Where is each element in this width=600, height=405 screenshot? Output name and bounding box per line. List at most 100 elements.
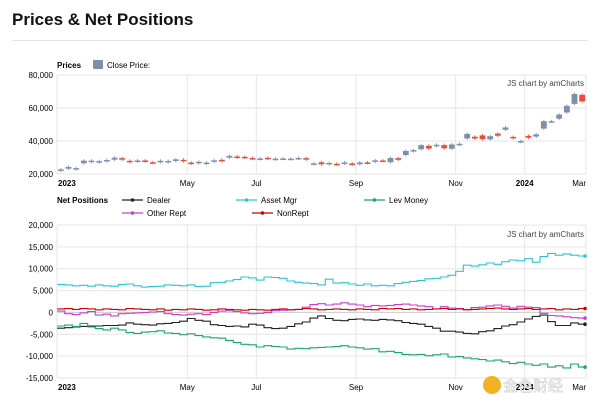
candle[interactable] [395, 158, 402, 160]
candle[interactable] [241, 156, 248, 159]
legend-item-dealer[interactable]: Dealer [122, 196, 171, 205]
candle[interactable] [510, 136, 517, 139]
series-line-asset-mgr[interactable] [57, 252, 586, 288]
legend-item-lev-money[interactable]: Lev Money [364, 196, 428, 205]
candle[interactable] [249, 157, 256, 160]
candle[interactable] [73, 168, 80, 170]
candle[interactable] [80, 160, 87, 164]
candle[interactable] [234, 156, 241, 159]
candle[interactable] [326, 162, 333, 165]
series-line-nonrept[interactable] [57, 307, 586, 311]
candle[interactable] [103, 159, 110, 162]
candle[interactable] [134, 160, 141, 162]
candle[interactable] [556, 114, 563, 119]
watermark: 金色财经 [483, 376, 563, 395]
candle[interactable] [349, 163, 356, 165]
candle[interactable] [525, 135, 532, 138]
candle[interactable] [65, 166, 72, 169]
series-end-point[interactable] [583, 365, 587, 369]
candle[interactable] [280, 158, 287, 160]
candle[interactable] [356, 162, 363, 165]
legend-item-nonrept[interactable]: NonRept [252, 209, 309, 218]
candle[interactable] [142, 160, 149, 162]
price-legend-title: Prices [57, 61, 82, 70]
candle[interactable] [456, 143, 463, 146]
candle[interactable] [533, 134, 540, 137]
candle[interactable] [433, 144, 440, 147]
series-line-other-rept[interactable] [57, 302, 586, 319]
legend-nonrept-label: NonRept [277, 209, 309, 218]
candle[interactable] [310, 163, 317, 165]
candle[interactable] [203, 162, 210, 165]
legend-item-other-rept[interactable]: Other Rept [122, 209, 187, 218]
series-end-point[interactable] [583, 254, 587, 258]
candle[interactable] [218, 159, 225, 162]
candle[interactable] [563, 105, 570, 113]
series-end-point[interactable] [583, 322, 587, 327]
candle[interactable] [579, 94, 586, 102]
candle[interactable] [425, 145, 432, 149]
candle[interactable] [341, 162, 348, 164]
candle[interactable] [126, 160, 133, 163]
price-legend-label[interactable]: Close Price: [107, 61, 150, 70]
candle[interactable] [464, 133, 471, 139]
candle[interactable] [318, 162, 325, 165]
series-line-lev-money[interactable] [57, 322, 586, 369]
candle[interactable] [502, 127, 509, 130]
candle[interactable] [387, 157, 394, 163]
net-y-tick-label: 5,000 [33, 287, 54, 296]
candle[interactable] [226, 155, 233, 158]
candle[interactable] [257, 158, 264, 160]
candle[interactable] [195, 161, 202, 164]
candle[interactable] [379, 160, 386, 162]
candle[interactable] [571, 93, 578, 104]
candle[interactable] [211, 160, 218, 162]
candle[interactable] [372, 160, 379, 162]
legend-item-asset-mgr[interactable]: Asset Mgr [236, 196, 297, 205]
net-x-tick-label: Mar [572, 383, 586, 392]
series-end-point[interactable] [583, 316, 587, 320]
candle[interactable] [272, 158, 279, 161]
candle[interactable] [188, 162, 195, 165]
candle[interactable] [88, 160, 95, 163]
candle[interactable] [149, 162, 156, 164]
candle[interactable] [418, 145, 425, 150]
price-y-tick-label: 40,000 [29, 137, 54, 146]
net-chart-credit[interactable]: JS chart by amCharts [507, 230, 584, 239]
legend-other-rept-marker [130, 211, 135, 215]
candle[interactable] [487, 136, 494, 140]
series-line-dealer[interactable] [57, 314, 586, 335]
candle[interactable] [494, 133, 501, 136]
legend-other-rept-label: Other Rept [147, 209, 187, 218]
candle[interactable] [172, 159, 179, 161]
net-y-tick-label: 10,000 [29, 265, 54, 274]
candle[interactable] [410, 150, 417, 152]
candle[interactable] [165, 160, 172, 163]
candle[interactable] [540, 121, 547, 129]
price-legend-swatch[interactable] [93, 60, 103, 69]
candle[interactable] [57, 169, 64, 171]
candle[interactable] [548, 121, 555, 123]
net-lines[interactable] [57, 252, 587, 369]
candle[interactable] [441, 145, 448, 149]
candle[interactable] [111, 157, 118, 160]
candle[interactable] [264, 157, 271, 160]
candle[interactable] [479, 135, 486, 140]
candle[interactable] [333, 163, 340, 166]
candle[interactable] [96, 161, 103, 163]
candle[interactable] [180, 159, 187, 162]
candle[interactable] [119, 158, 126, 160]
candle[interactable] [295, 157, 302, 160]
candle[interactable] [471, 136, 478, 139]
series-end-point[interactable] [583, 306, 587, 311]
candle[interactable] [448, 144, 455, 149]
candle[interactable] [303, 158, 310, 160]
candle[interactable] [517, 141, 524, 143]
candle[interactable] [287, 158, 294, 161]
price-chart-credit[interactable]: JS chart by amCharts [507, 79, 584, 88]
candle[interactable] [157, 160, 164, 163]
candle[interactable] [402, 150, 409, 156]
candle[interactable] [364, 162, 371, 164]
legend-lev-money-marker [372, 198, 377, 202]
price-candles[interactable] [57, 92, 586, 173]
